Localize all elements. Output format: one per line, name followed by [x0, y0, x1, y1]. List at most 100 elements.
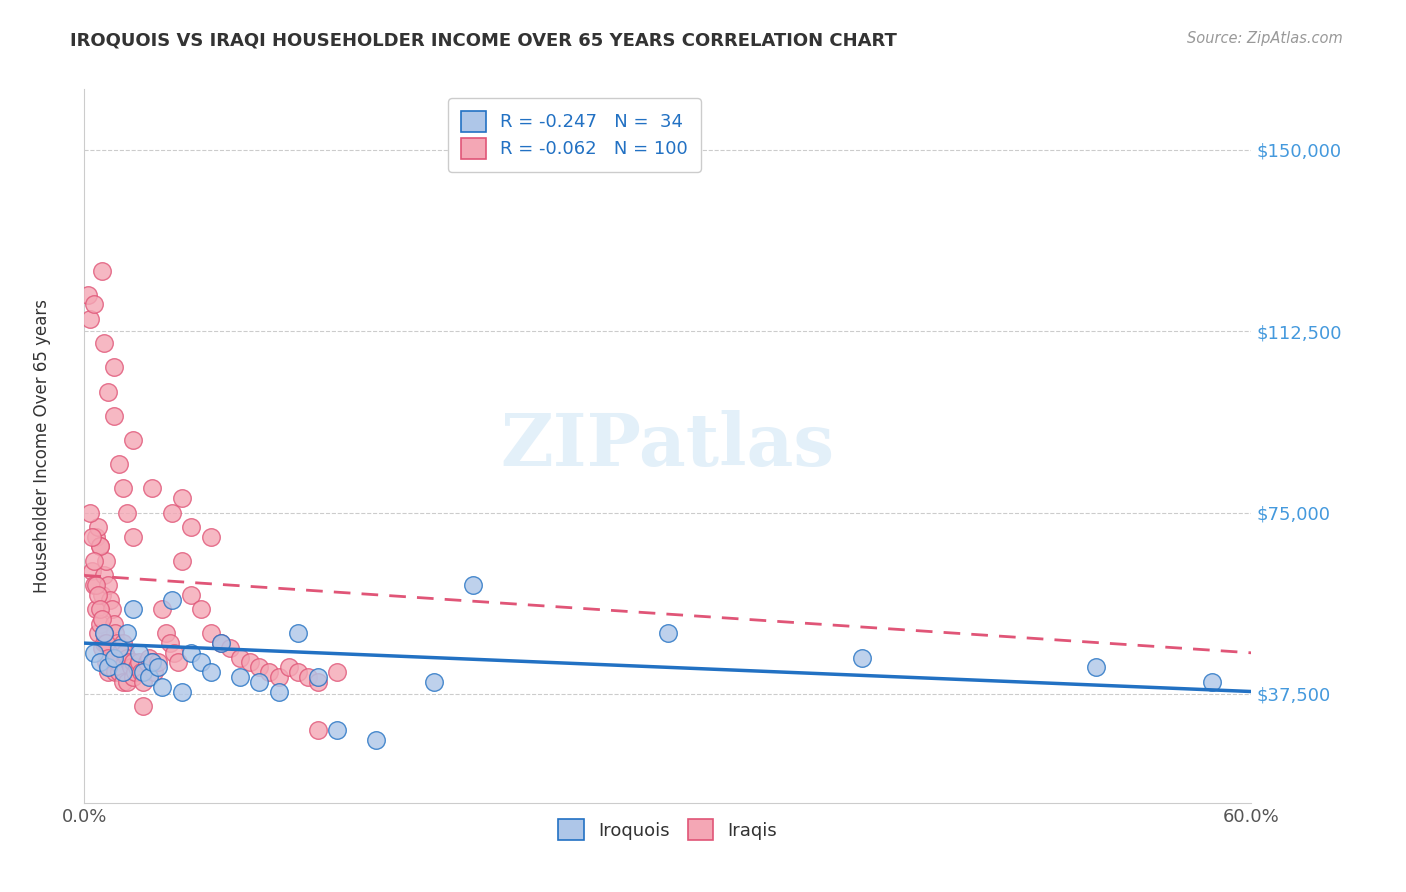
Point — [229, 650, 252, 665]
Point — [103, 409, 125, 423]
Point — [132, 699, 155, 714]
Point — [98, 660, 121, 674]
Point — [122, 670, 145, 684]
Point — [89, 540, 111, 554]
Point — [90, 612, 112, 626]
Point — [87, 520, 110, 534]
Point — [97, 578, 120, 592]
Point — [108, 457, 131, 471]
Point — [122, 433, 145, 447]
Point — [118, 656, 141, 670]
Point — [141, 481, 163, 495]
Point — [110, 650, 132, 665]
Point — [155, 626, 177, 640]
Point — [115, 674, 138, 689]
Point — [84, 578, 107, 592]
Point — [93, 626, 115, 640]
Point — [297, 670, 319, 684]
Point — [366, 732, 388, 747]
Point — [657, 626, 679, 640]
Point — [93, 626, 115, 640]
Point — [83, 646, 105, 660]
Point — [104, 626, 127, 640]
Point — [107, 636, 129, 650]
Point — [122, 602, 145, 616]
Point — [200, 665, 222, 680]
Point — [267, 670, 290, 684]
Point — [97, 665, 120, 680]
Point — [110, 660, 132, 674]
Point — [79, 506, 101, 520]
Point — [200, 626, 222, 640]
Point — [143, 665, 166, 680]
Point — [128, 656, 150, 670]
Point — [90, 588, 112, 602]
Point — [97, 660, 120, 674]
Point — [83, 578, 105, 592]
Point — [249, 674, 271, 689]
Point — [107, 656, 129, 670]
Point — [132, 665, 155, 680]
Point — [180, 646, 202, 660]
Point — [93, 636, 115, 650]
Point — [104, 665, 127, 680]
Point — [112, 636, 135, 650]
Point — [219, 640, 242, 655]
Point — [141, 656, 163, 670]
Point — [97, 650, 120, 665]
Point — [163, 646, 186, 660]
Point — [150, 680, 173, 694]
Point — [267, 684, 290, 698]
Point — [77, 288, 100, 302]
Point — [97, 384, 120, 399]
Point — [79, 312, 101, 326]
Point — [89, 602, 111, 616]
Point — [159, 636, 181, 650]
Point — [83, 297, 105, 311]
Point — [138, 670, 160, 684]
Point — [166, 656, 188, 670]
Point — [160, 506, 183, 520]
Point — [120, 660, 142, 674]
Point — [463, 578, 485, 592]
Point — [112, 481, 135, 495]
Point — [108, 640, 131, 655]
Point — [326, 665, 349, 680]
Point — [112, 665, 135, 680]
Point — [115, 650, 138, 665]
Point — [229, 670, 252, 684]
Point — [257, 665, 280, 680]
Point — [90, 263, 112, 277]
Point — [98, 592, 121, 607]
Point — [90, 640, 112, 655]
Point — [129, 665, 152, 680]
Point — [87, 626, 110, 640]
Point — [112, 674, 135, 689]
Point — [94, 636, 117, 650]
Point — [277, 660, 299, 674]
Point — [141, 656, 163, 670]
Text: Source: ZipAtlas.com: Source: ZipAtlas.com — [1187, 31, 1343, 46]
Point — [89, 540, 111, 554]
Point — [87, 588, 110, 602]
Point — [326, 723, 349, 738]
Point — [307, 674, 329, 689]
Point — [103, 656, 125, 670]
Point — [128, 646, 150, 660]
Point — [122, 530, 145, 544]
Point — [249, 660, 271, 674]
Point — [108, 640, 131, 655]
Point — [180, 520, 202, 534]
Point — [84, 602, 107, 616]
Point — [209, 636, 232, 650]
Point — [190, 656, 212, 670]
Point — [124, 665, 146, 680]
Point — [170, 491, 193, 505]
Point — [114, 646, 136, 660]
Point — [190, 602, 212, 616]
Point — [125, 660, 148, 674]
Point — [84, 530, 107, 544]
Point — [103, 650, 125, 665]
Point — [200, 530, 222, 544]
Point — [94, 656, 117, 670]
